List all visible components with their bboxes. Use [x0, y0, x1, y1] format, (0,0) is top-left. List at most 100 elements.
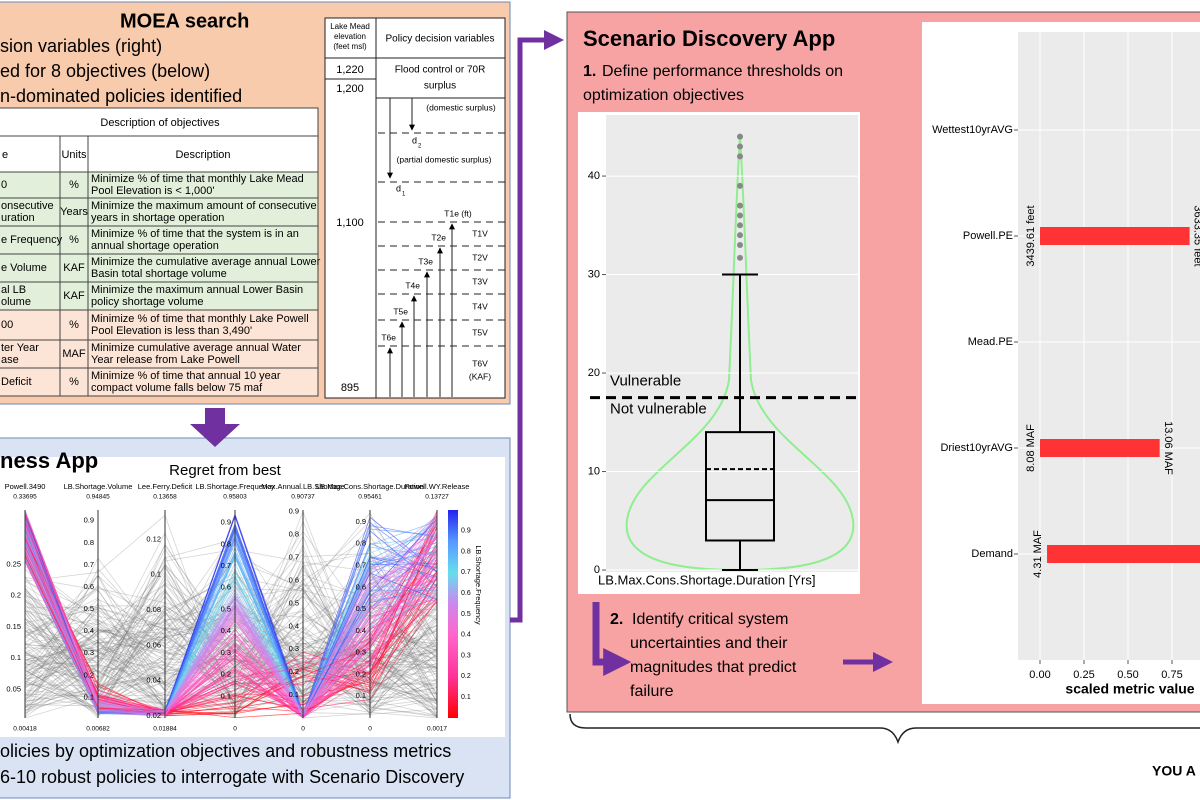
axis-tick-label: 0.12 [146, 534, 161, 543]
objective-name: 00 [1, 319, 13, 331]
axis-min: 0.0017 [427, 726, 447, 733]
step-text: uncertainties and their [630, 635, 788, 652]
objective-description: Minimize % of time that annual 10 year [91, 370, 281, 382]
bullet-text: sion variables (right) [0, 36, 162, 56]
objective-description: Basin total shortage volume [91, 268, 227, 280]
table-cell [59, 339, 89, 369]
column-header: Description [175, 149, 230, 161]
axis-tick-label: 0.2 [221, 670, 231, 679]
axis-name: Powell.3490 [5, 482, 46, 491]
objective-description: compact volume falls below 75 maf [91, 382, 263, 394]
column-header: Lake Mead [330, 22, 370, 31]
policy-label: d [396, 183, 401, 193]
axis-tick-label: 0.1 [289, 690, 299, 699]
table-cell [0, 197, 61, 227]
table-cell [87, 225, 319, 255]
axis-tick-label: 0.8 [84, 538, 94, 547]
objective-description: Minimize the maximum annual Lower Basin [91, 284, 303, 296]
axis-tick-label: 0.5 [221, 604, 231, 613]
table-cell [59, 135, 89, 173]
box [705, 431, 775, 542]
threshold-label: (KAF) [469, 371, 491, 381]
axis-tick-label: 0.04 [146, 676, 161, 685]
policy-label: surplus [424, 81, 456, 92]
panel-title: MOEA search [120, 10, 249, 32]
policy-label: (domestic surplus) [426, 102, 496, 112]
table-cell [0, 253, 61, 283]
axis-max: 0.90737 [291, 494, 315, 501]
y-tick-label: 0 [594, 564, 600, 576]
axis-tick-label: 0.9 [356, 517, 366, 526]
objective-name: 0 [1, 179, 7, 191]
panel-title: Scenario Discovery App [583, 26, 835, 51]
policy-label: 2 [418, 144, 422, 150]
colorbar-tick: 0.3 [461, 652, 471, 659]
column-header: elevation [334, 32, 366, 41]
bar [1040, 439, 1160, 457]
decision-diagram [324, 17, 506, 399]
bullet-text: n-dominated policies identified [0, 86, 242, 106]
outlier [737, 242, 743, 249]
objective-description: Minimize the cumulative average annual L… [91, 256, 321, 268]
step-text: optimization objectives [583, 87, 744, 104]
table-cell [59, 225, 89, 255]
category-label: Driest10yrAVG [940, 442, 1013, 454]
axis-name: Lee.Ferry.Deficit [138, 482, 193, 491]
bar-label: 4.31 MAF [1032, 530, 1044, 578]
elevation-label: 1,220 [336, 64, 364, 76]
axis-tick-label: 0.5 [289, 598, 299, 607]
threshold-label: T2e [431, 232, 446, 242]
objective-name: uration [1, 212, 35, 224]
axis-tick-label: 0.05 [6, 684, 21, 693]
axis-tick-label: 0.7 [221, 561, 231, 570]
axis-tick-label: 0.5 [356, 604, 366, 613]
axis-tick-label: 0.7 [289, 553, 299, 562]
threshold-label: T1e (ft) [444, 208, 472, 218]
threshold-label: T2V [472, 252, 488, 262]
axis-max: 0.33695 [13, 494, 37, 501]
table-cell [59, 197, 89, 227]
objective-units: % [69, 319, 79, 331]
objective-name: al LB [1, 284, 26, 296]
axis-tick-label: 0.4 [289, 621, 299, 630]
axis-tick-label: 0.3 [221, 648, 231, 657]
elevation-label: 1,200 [336, 83, 364, 95]
chart-title: Regret from best [169, 462, 282, 479]
x-tick-label: 0.25 [1073, 669, 1094, 681]
outlier [737, 182, 743, 189]
objective-units: Years [60, 206, 88, 218]
axis-tick-label: 0.06 [146, 640, 161, 649]
violin-plot-area [606, 115, 858, 572]
objective-units: KAF [63, 290, 85, 302]
outlier [737, 202, 743, 209]
axis-tick-label: 0.9 [84, 516, 94, 525]
axis-tick-label: 0.8 [289, 530, 299, 539]
colorbar-tick: 0.9 [461, 528, 471, 535]
bullet-text: ed for 8 objectives (below) [0, 61, 210, 81]
axis-tick-label: 0.1 [84, 692, 94, 701]
table-cell [87, 197, 319, 227]
colorbar-tick: 0.5 [461, 611, 471, 618]
colorbar [448, 510, 458, 718]
axis-tick-label: 0.2 [289, 667, 299, 676]
step-text: Identify critical system [632, 611, 788, 628]
axis-tick-label: 0.15 [6, 622, 21, 631]
axis-min: 0.00418 [13, 726, 37, 733]
axis-tick-label: 0.9 [221, 518, 231, 527]
column-header: e [2, 149, 8, 161]
objective-name: e Volume [1, 262, 47, 274]
axis-tick-label: 0.6 [84, 582, 94, 591]
axis-tick-label: 0.7 [84, 560, 94, 569]
category-label: Demand [971, 548, 1013, 560]
axis-tick-label: 0.2 [11, 591, 21, 600]
axis-tick-label: 0.1 [221, 691, 231, 700]
outlier [737, 133, 743, 140]
axis-tick-label: 0.2 [356, 669, 366, 678]
step-text: magnitudes that predict [630, 659, 797, 676]
axis-min: 0 [368, 726, 372, 733]
threshold-label: T5V [472, 327, 488, 337]
axis-name: Powell.WY.Release [405, 482, 470, 491]
axis-name: Max.Annual.LB.Shortage [261, 482, 344, 491]
footer-text: YOU A [1152, 763, 1196, 779]
